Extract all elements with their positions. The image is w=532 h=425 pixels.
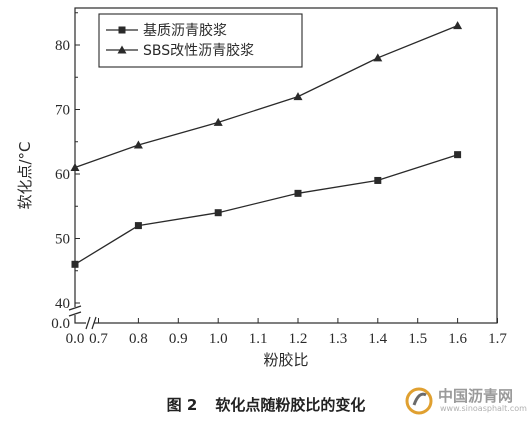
series-2-point: [453, 21, 463, 30]
series-2-point: [133, 140, 143, 149]
x-tick-label: 1.5: [408, 331, 427, 347]
series-1-point: [454, 151, 462, 159]
legend-label-1: 基质沥青胶浆: [143, 22, 227, 39]
y-break-tick-label: 0.0: [51, 316, 70, 332]
series-2-point: [213, 117, 223, 126]
x-tick-label: 1.6: [448, 331, 467, 347]
legend-triangle-marker: [117, 45, 127, 54]
y-tick-label: 60: [55, 167, 70, 183]
y-tick-label: 80: [55, 38, 70, 54]
x-tick-label: 1.7: [488, 331, 507, 347]
figure-caption: 图 2 软化点随粉胶比的变化: [0, 394, 532, 415]
x-tick-label: 0.8: [129, 331, 148, 347]
legend-square-marker: [118, 26, 126, 34]
y-tick-label: 40: [55, 296, 70, 312]
series-line-2: [74, 24, 458, 169]
series-line-1: [74, 154, 458, 265]
x-tick-label: 1.1: [249, 331, 268, 347]
x-break-tick-label: 0.0: [66, 331, 85, 347]
series-1-point: [134, 222, 142, 230]
y-tick-label: 50: [55, 232, 70, 248]
x-tick-label: 0.7: [89, 331, 108, 347]
y-axis-break-mark: [68, 305, 82, 317]
series-2-point: [373, 53, 383, 62]
watermark-logo: 中国沥青网 www.sinoasphalt.com: [404, 381, 527, 421]
y-axis-label: 软化点/°C: [16, 141, 34, 209]
series-2-point: [293, 92, 303, 101]
legend-label-2: SBS改性沥青胶浆: [143, 42, 254, 59]
caption-number: 图 2: [166, 396, 198, 414]
legend-box: [98, 13, 303, 68]
series-1-point: [294, 189, 302, 197]
watermark-url: www.sinoasphalt.com: [440, 404, 527, 413]
watermark-name: 中国沥青网: [438, 387, 514, 405]
x-tick-label: 1.4: [368, 331, 387, 347]
x-axis-label: 粉胶比: [263, 351, 308, 369]
x-axis-break-gap: [86, 317, 94, 329]
x-tick-label: 0.9: [169, 331, 188, 347]
y-tick-label: 70: [55, 103, 70, 119]
series-2-point: [70, 163, 80, 172]
asphalt-drop-icon: [405, 387, 433, 415]
series-1-point: [374, 176, 382, 184]
legend: 基质沥青胶浆 SBS改性沥青胶浆: [98, 13, 303, 68]
series-1-point: [214, 209, 222, 217]
y-axis-break-gap: [69, 307, 81, 315]
series-1-point: [71, 260, 79, 268]
x-tick-label: 1.3: [329, 331, 348, 347]
x-axis-break-mark: [85, 316, 97, 330]
x-tick-label: 1.0: [209, 331, 228, 347]
x-tick-label: 1.2: [289, 331, 308, 347]
caption-text: 软化点随粉胶比的变化: [215, 396, 366, 414]
